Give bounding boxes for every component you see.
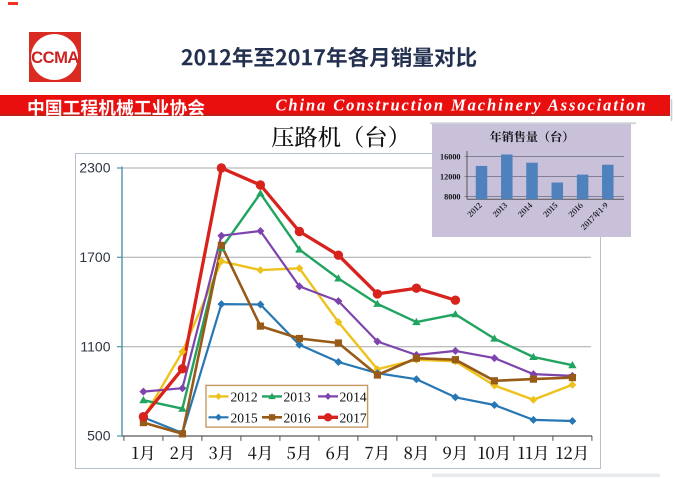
svg-text:2012: 2012 xyxy=(231,390,258,405)
svg-text:2017: 2017 xyxy=(340,411,367,426)
svg-text:2300: 2300 xyxy=(79,160,110,176)
svg-text:16000: 16000 xyxy=(440,153,460,162)
svg-text:CCMA: CCMA xyxy=(31,48,79,67)
svg-text:2016: 2016 xyxy=(284,411,311,426)
svg-text:2015: 2015 xyxy=(231,411,258,426)
svg-text:1100: 1100 xyxy=(80,338,110,354)
svg-text:2014: 2014 xyxy=(340,390,367,405)
svg-text:8000: 8000 xyxy=(444,193,460,202)
svg-text:2013: 2013 xyxy=(284,390,311,405)
svg-text:500: 500 xyxy=(87,428,111,444)
svg-text:12000: 12000 xyxy=(440,173,460,182)
svg-text:China Construction Machinery A: China Construction Machinery Association xyxy=(276,95,648,114)
svg-text:1700: 1700 xyxy=(79,249,110,265)
